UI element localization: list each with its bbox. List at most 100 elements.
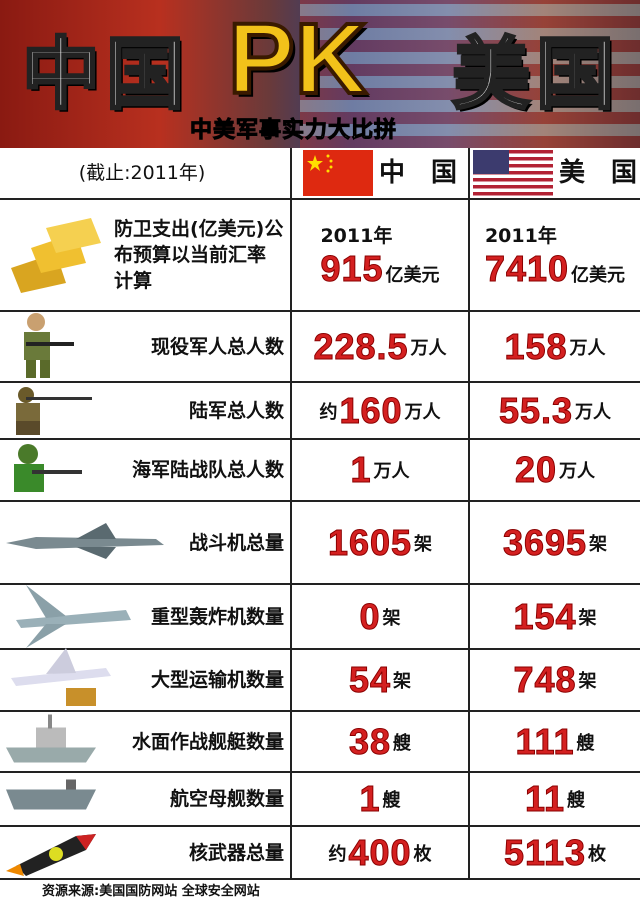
china-cell: 228.5 万人 bbox=[290, 312, 468, 381]
china-cell: 2011年 915 亿美元 bbox=[290, 200, 468, 310]
china-unit: 枚 bbox=[413, 843, 432, 865]
china-value: 54 bbox=[348, 659, 392, 701]
china-unit: 万人 bbox=[410, 337, 447, 359]
usa-cell: 11 艘 bbox=[468, 773, 640, 825]
china-cell: 38 艘 bbox=[290, 712, 468, 771]
china-unit: 艘 bbox=[393, 732, 412, 754]
china-year: 2011年 bbox=[320, 224, 393, 247]
marine-icon bbox=[6, 440, 86, 500]
title-banner: 中国 PK 美国 中美军事实力大比拼 bbox=[0, 0, 640, 148]
china-value: 160 bbox=[339, 389, 403, 431]
usa-value: 154 bbox=[513, 595, 577, 637]
china-unit: 架 bbox=[382, 607, 401, 629]
usa-value: 55.3 bbox=[498, 389, 574, 431]
china-cell: 1 万人 bbox=[290, 440, 468, 500]
aircraft-carrier-icon bbox=[6, 775, 96, 824]
china-unit: 万人 bbox=[404, 401, 441, 423]
usa-unit: 架 bbox=[578, 671, 597, 692]
table-row: 水面作战舰艇数量 38 艘 111 艘 bbox=[0, 712, 640, 773]
table-row: 核武器总量 约 400 枚 5113 枚 bbox=[0, 827, 640, 880]
usa-unit: 架 bbox=[589, 533, 608, 555]
row-label: 防卫支出(亿美元)公布预算以当前汇率计算 bbox=[114, 218, 284, 292]
china-value: 400 bbox=[348, 831, 412, 873]
china-unit: 架 bbox=[393, 671, 412, 692]
usa-unit: 亿美元 bbox=[571, 264, 626, 286]
usa-cell: 748 架 bbox=[468, 650, 640, 710]
usa-unit: 枚 bbox=[588, 843, 607, 865]
row-label: 水面作战舰艇数量 bbox=[131, 730, 284, 753]
soldier-icon bbox=[6, 312, 76, 382]
china-value: 228.5 bbox=[313, 325, 409, 367]
usa-unit: 艘 bbox=[576, 732, 595, 754]
row-label: 大型运输机数量 bbox=[150, 669, 284, 691]
title-pk: PK bbox=[226, 1, 369, 117]
usa-value: 111 bbox=[515, 720, 575, 762]
china-unit: 艘 bbox=[382, 790, 401, 811]
usa-cell: 20 万人 bbox=[468, 440, 640, 500]
as-of-date: (截止:2011年) bbox=[78, 162, 206, 184]
usa-year: 2011年 bbox=[484, 224, 557, 247]
nuclear-missile-icon bbox=[6, 826, 106, 880]
usa-value: 11 bbox=[524, 778, 566, 820]
usa-unit: 万人 bbox=[569, 337, 606, 359]
table-header: (截止:2011年) 中 国 美 国 bbox=[0, 148, 640, 200]
title-usa: 美国 bbox=[450, 29, 621, 122]
usa-cell: 154 架 bbox=[468, 585, 640, 648]
usa-value: 5113 bbox=[503, 831, 587, 873]
us-flag-backdrop bbox=[300, 0, 640, 148]
usa-cell: 3695 架 bbox=[468, 502, 640, 583]
title-china: 中国 bbox=[20, 29, 191, 122]
china-cell: 约 400 枚 bbox=[290, 827, 468, 878]
china-prefix: 约 bbox=[328, 843, 347, 865]
china-flag-icon bbox=[302, 150, 373, 196]
row-label: 战斗机总量 bbox=[188, 531, 284, 554]
usa-cell: 55.3 万人 bbox=[468, 383, 640, 438]
china-unit: 架 bbox=[414, 533, 433, 555]
china-unit: 亿美元 bbox=[385, 264, 440, 286]
row-label: 核武器总量 bbox=[188, 841, 284, 864]
usa-value: 748 bbox=[513, 659, 577, 701]
usa-value: 158 bbox=[504, 325, 568, 367]
usa-unit: 万人 bbox=[559, 461, 596, 482]
china-cell: 约 160 万人 bbox=[290, 383, 468, 438]
source-note: 资源来源:美国国防网站 全球安全网站 bbox=[42, 884, 260, 899]
china-value: 1 bbox=[359, 778, 381, 820]
usa-value: 7410 bbox=[484, 247, 570, 289]
table-row: 战斗机总量 1605 架 3695 架 bbox=[0, 502, 640, 585]
china-value: 915 bbox=[320, 247, 384, 289]
usa-flag-icon bbox=[472, 150, 553, 196]
china-cell: 1605 架 bbox=[290, 502, 468, 583]
china-prefix: 约 bbox=[319, 401, 338, 423]
usa-cell: 2011年 7410 亿美元 bbox=[468, 200, 640, 310]
row-label: 重型轰炸机数量 bbox=[150, 605, 284, 628]
fighter-jet-icon bbox=[6, 521, 166, 565]
china-header: 中 国 bbox=[378, 158, 457, 188]
china-value: 1 bbox=[350, 449, 372, 491]
row-label: 海军陆战队总人数 bbox=[131, 459, 284, 481]
usa-value: 3695 bbox=[502, 521, 588, 563]
table-row: 防卫支出(亿美元)公布预算以当前汇率计算 2011年 915 亿美元 2011年 74… bbox=[0, 200, 640, 312]
table-row: 海军陆战队总人数 1 万人 20 万人 bbox=[0, 440, 640, 502]
row-label: 航空母舰数量 bbox=[169, 788, 284, 810]
china-value: 1605 bbox=[327, 521, 413, 563]
table-row: 现役军人总人数 228.5 万人 158 万人 bbox=[0, 312, 640, 383]
row-label: 陆军总人数 bbox=[188, 399, 284, 422]
china-cell: 54 架 bbox=[290, 650, 468, 710]
usa-value: 20 bbox=[514, 449, 558, 491]
china-value: 38 bbox=[348, 720, 392, 762]
china-unit: 万人 bbox=[373, 461, 410, 482]
transport-plane-icon bbox=[6, 648, 116, 712]
subtitle: 中美军事实力大比拼 bbox=[189, 118, 398, 144]
usa-unit: 艘 bbox=[567, 790, 586, 811]
usa-cell: 5113 枚 bbox=[468, 827, 640, 878]
usa-unit: 万人 bbox=[575, 401, 612, 423]
bomber-icon bbox=[6, 580, 136, 654]
usa-header: 美 国 bbox=[558, 158, 637, 188]
china-value: 0 bbox=[359, 595, 381, 637]
usa-unit: 架 bbox=[578, 607, 597, 629]
table-row: 大型运输机数量 54 架 748 架 bbox=[0, 648, 640, 712]
